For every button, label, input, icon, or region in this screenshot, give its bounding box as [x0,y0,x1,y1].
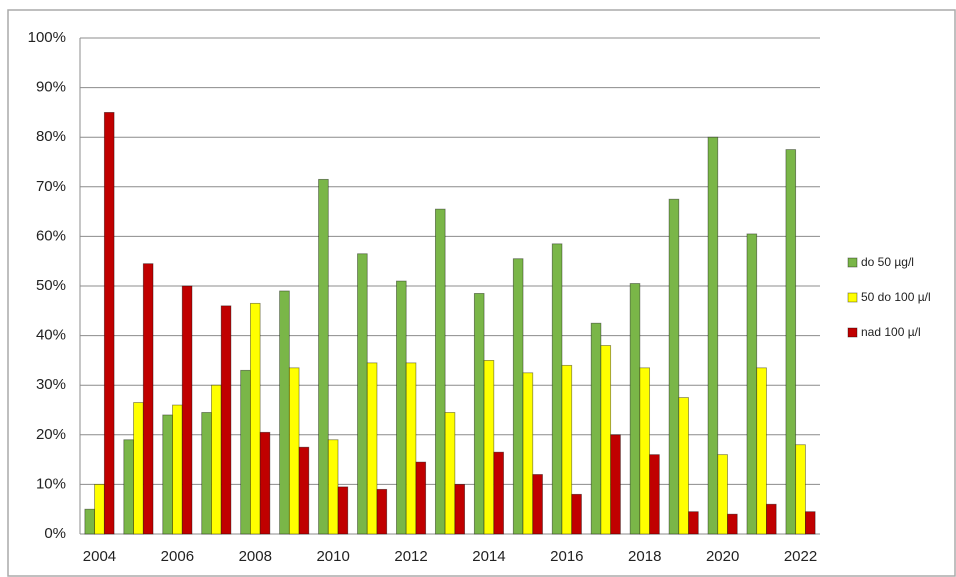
bar [201,412,212,535]
x-tick-label: 2018 [628,548,661,565]
x-tick-label: 2004 [83,548,116,565]
bar [337,486,349,535]
legend-swatch [847,257,858,268]
y-tick-label: 0% [44,525,66,542]
bar [561,364,573,535]
y-tick-label: 40% [36,327,66,344]
bar [600,345,612,535]
x-tick-label: 2006 [161,548,194,565]
x-tick-label: 2008 [239,548,272,565]
bar [318,178,329,535]
legend-label: 50 do 100 µ/l [861,290,931,304]
legend-label: nad 100 µ/l [861,325,921,339]
legend-swatch [847,292,858,303]
bar [259,431,271,535]
bar [756,367,767,535]
x-tick-label: 2012 [394,548,427,565]
bar [493,451,504,535]
bar [405,362,417,535]
bar [590,322,602,535]
bar [629,283,641,535]
bar [396,280,407,535]
y-tick-label: 50% [36,277,66,294]
bar [376,488,388,535]
bar [288,367,300,535]
bar [211,384,222,535]
x-tick-label: 2016 [550,548,583,565]
bar [571,493,582,535]
bar [795,444,806,535]
bar [162,414,173,535]
legend-label: do 50 µg/l [861,255,914,269]
bar [103,112,115,535]
y-tick-label: 80% [36,128,66,145]
bar [133,402,144,535]
bar [746,233,758,535]
y-tick-label: 70% [36,178,66,195]
bar [639,367,651,535]
bar [473,293,485,535]
bar [454,483,466,535]
bar [785,149,797,535]
frame [7,9,956,577]
y-tick-label: 90% [36,79,66,96]
bar [610,434,621,535]
bar [357,253,368,535]
bar [444,412,456,535]
legend-swatch [847,327,858,338]
y-tick-label: 60% [36,227,66,244]
x-tick-label: 2014 [472,548,505,565]
bar [240,369,251,535]
x-tick-label: 2010 [316,548,349,565]
bar [249,302,261,535]
bar [298,446,310,535]
y-tick-label: 30% [36,376,66,393]
bar [327,439,339,535]
y-tick-label: 100% [28,29,66,46]
bar [94,483,105,535]
bar [551,243,563,535]
bar [434,208,446,535]
bar [279,290,290,535]
bar [688,511,699,535]
bar [707,136,719,535]
y-tick-label: 10% [36,475,66,492]
bar [766,503,777,535]
bar [727,513,738,535]
bar [366,362,378,535]
bar [804,511,816,535]
bar [123,439,134,535]
bar [678,397,689,535]
y-tick-label: 20% [36,426,66,443]
bar [717,454,728,535]
bar [142,263,154,535]
bar [220,305,232,535]
x-tick-label: 2020 [706,548,739,565]
bar [181,285,193,535]
bar [415,461,427,535]
bar [522,372,534,535]
x-tick-label: 2022 [784,548,817,565]
bar [668,198,680,535]
bar [84,508,96,535]
bar [649,454,660,535]
bar [172,404,183,535]
bar [512,258,524,535]
bar [532,474,543,535]
bar [483,359,495,535]
